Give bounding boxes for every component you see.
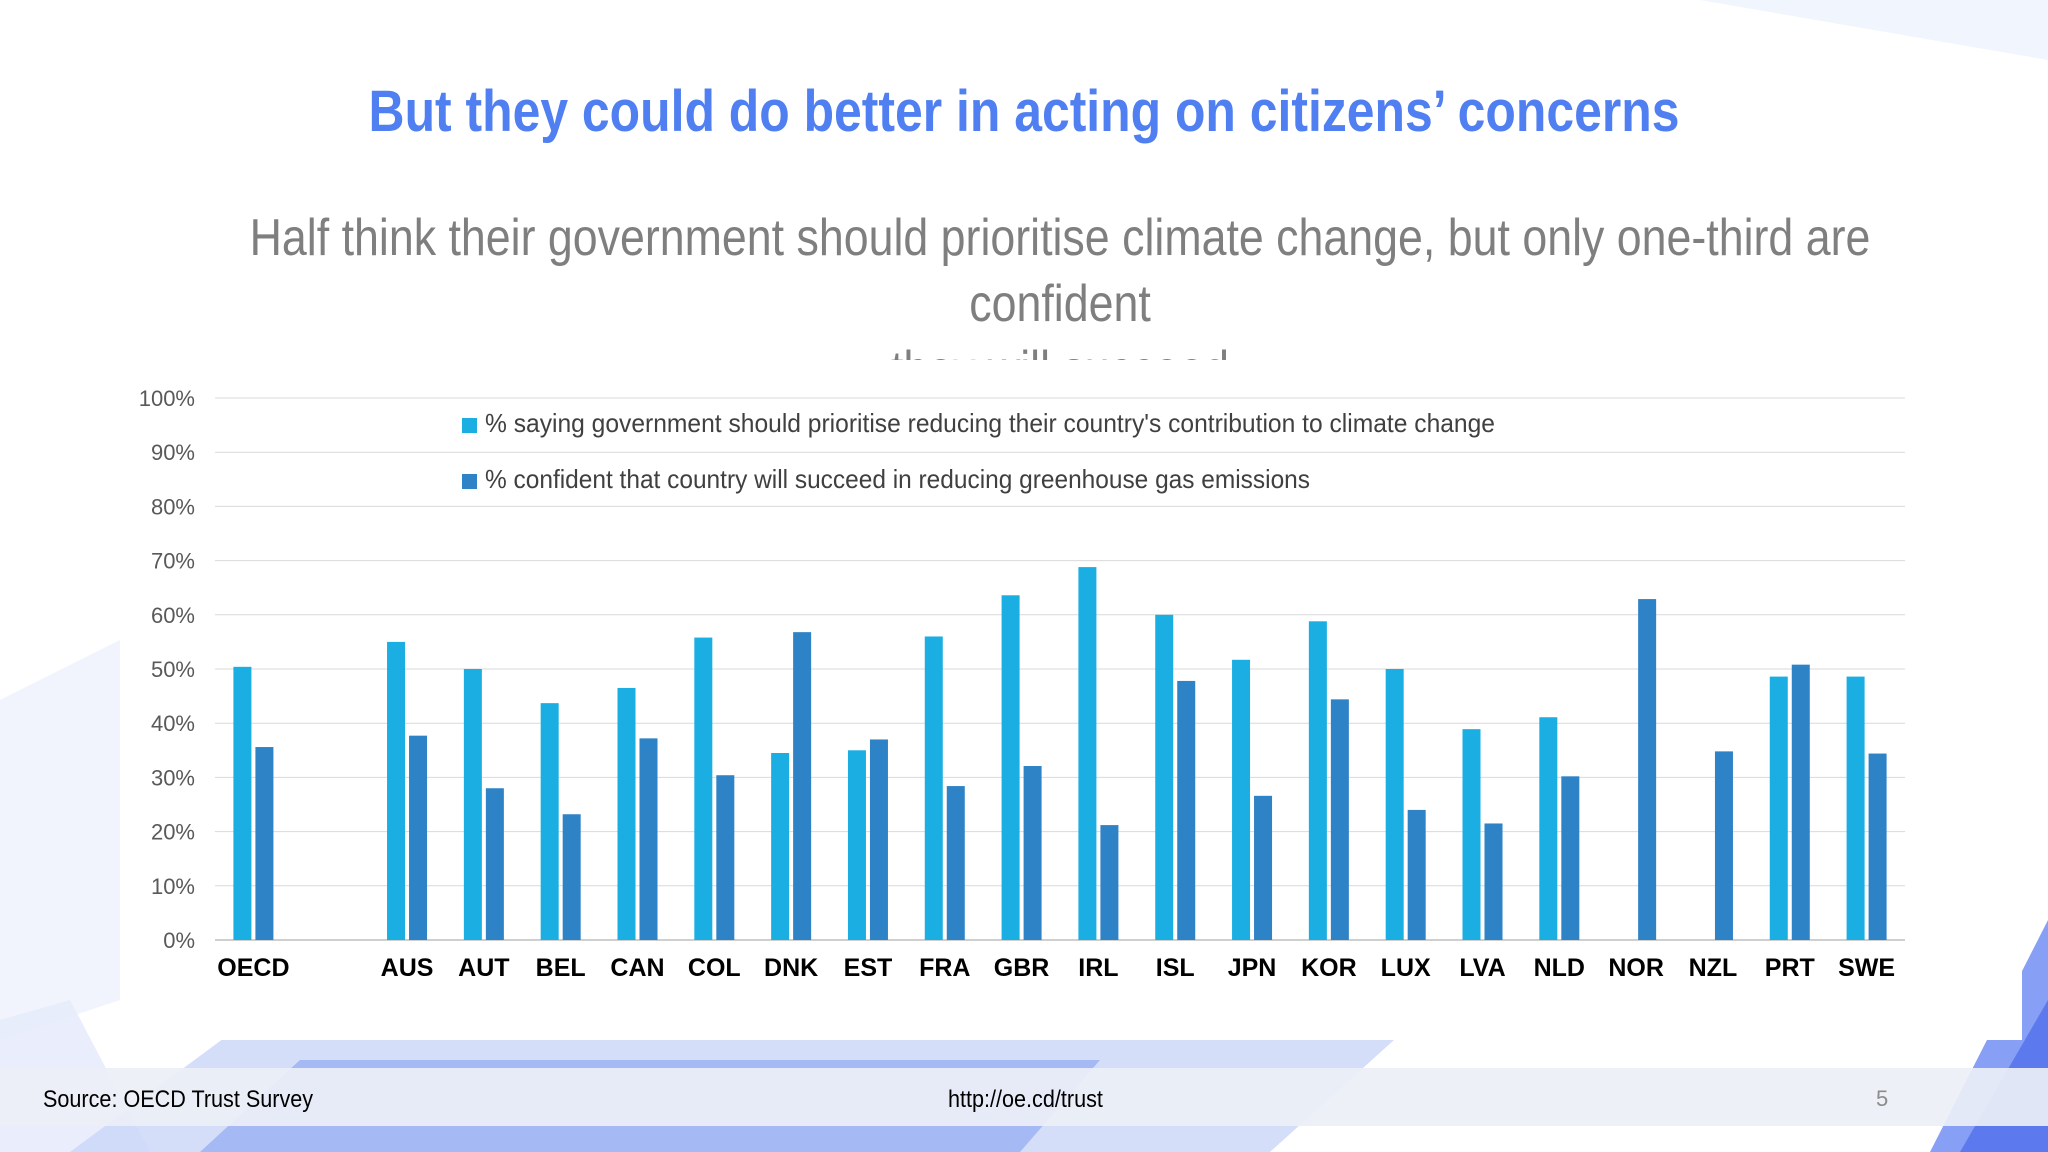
x-tick-label: JPN: [1228, 954, 1277, 982]
bar-confident: [1330, 699, 1349, 940]
bar-prioritise: [847, 750, 866, 940]
bar-confident: [1868, 753, 1887, 940]
footer-source: Source: OECD Trust Survey: [43, 1086, 314, 1113]
x-tick-label: BEL: [536, 954, 586, 982]
slide-title: But they could do better in acting on ci…: [368, 79, 1680, 144]
bar-confident: [869, 739, 888, 940]
y-tick-label: 0%: [163, 928, 195, 953]
x-tick-label: FRA: [919, 954, 970, 982]
y-tick-label: 100%: [139, 386, 195, 411]
bar-confident: [485, 788, 504, 940]
x-tick-label: NLD: [1534, 954, 1585, 982]
x-tick-label: LVA: [1459, 954, 1505, 982]
bar-confident: [255, 747, 274, 940]
bar-confident: [1638, 599, 1657, 940]
x-tick-label: DNK: [764, 954, 818, 982]
bar-prioritise: [1385, 669, 1404, 940]
x-tick-label: COL: [688, 954, 741, 982]
x-tick-label: OECD: [217, 954, 289, 982]
legend-label: % confident that country will succeed in…: [485, 464, 1310, 494]
y-tick-label: 20%: [151, 820, 195, 845]
bar-confident: [716, 775, 735, 940]
bar-confident: [1100, 825, 1119, 940]
bar-prioritise: [387, 641, 406, 940]
bar-confident: [793, 632, 812, 940]
bar-prioritise: [1078, 567, 1097, 940]
y-tick-label: 50%: [151, 657, 195, 682]
bar-confident: [639, 738, 658, 940]
page-number: 5: [1876, 1086, 1889, 1111]
x-tick-label: CAN: [610, 954, 664, 982]
bar-prioritise: [540, 703, 559, 940]
slide-subtitle: Half think their government should prior…: [243, 205, 1877, 403]
legend-swatch: [462, 418, 477, 433]
y-tick-label: 30%: [151, 765, 195, 790]
bar-prioritise: [1462, 729, 1481, 940]
bar-prioritise: [924, 636, 943, 940]
legend-swatch: [462, 474, 477, 489]
bar-confident: [562, 814, 581, 940]
y-tick-label: 90%: [151, 440, 195, 465]
x-tick-label: NZL: [1689, 954, 1738, 982]
bar-confident: [1254, 795, 1273, 940]
x-tick-label: NOR: [1608, 954, 1664, 982]
footer-bar: [0, 1068, 2048, 1126]
bar-prioritise: [463, 669, 482, 940]
bar-prioritise: [617, 687, 636, 940]
bar-confident: [409, 735, 428, 940]
x-tick-label: AUT: [458, 954, 509, 982]
bar-confident: [1714, 751, 1733, 940]
bar-prioritise: [771, 753, 790, 940]
x-tick-label: IRL: [1078, 954, 1118, 982]
bar-prioritise: [233, 666, 252, 940]
legend-label: % saying government should prioritise re…: [485, 408, 1495, 438]
y-tick-label: 40%: [151, 711, 195, 736]
y-tick-label: 60%: [151, 603, 195, 628]
x-tick-label: GBR: [994, 954, 1050, 982]
bar-prioritise: [1308, 621, 1327, 940]
x-tick-label: AUS: [381, 954, 434, 982]
bar-chart: 0% 10% 20% 30% 40% 50% 60% 70% 80% 90% 100% OECD AUS…: [139, 386, 1905, 982]
bar-confident: [1407, 809, 1426, 940]
y-tick-label: 10%: [151, 874, 195, 899]
x-tick-label: EST: [844, 954, 893, 982]
chart-panel: 0% 10% 20% 30% 40% 50% 60% 70% 80% 90% 100% OECD AUS…: [122, 360, 2022, 1040]
y-tick-label: 70%: [151, 549, 195, 574]
bar-prioritise: [694, 637, 713, 940]
bar-prioritise: [1769, 676, 1788, 940]
bar-confident: [1484, 823, 1503, 940]
bar-confident: [1561, 776, 1580, 940]
bar-prioritise: [1232, 659, 1251, 940]
bar-prioritise: [1846, 676, 1865, 940]
footer-url-link[interactable]: http://oe.cd/trust: [948, 1086, 1103, 1113]
x-tick-label: KOR: [1301, 954, 1357, 982]
x-tick-label: ISL: [1156, 954, 1195, 982]
x-tick-label: SWE: [1838, 954, 1895, 982]
subtitle-line-1: Half think their government should prior…: [249, 209, 1871, 333]
y-tick-label: 80%: [151, 494, 195, 519]
bar-prioritise: [1001, 595, 1020, 940]
bar-prioritise: [1155, 614, 1174, 940]
bar-confident: [1023, 766, 1042, 940]
bar-confident: [946, 786, 965, 940]
bar-confident: [1177, 680, 1196, 940]
bar-prioritise: [1539, 717, 1558, 940]
bar-confident: [1791, 664, 1810, 940]
x-tick-label: PRT: [1765, 954, 1815, 982]
x-tick-label: LUX: [1381, 954, 1431, 982]
